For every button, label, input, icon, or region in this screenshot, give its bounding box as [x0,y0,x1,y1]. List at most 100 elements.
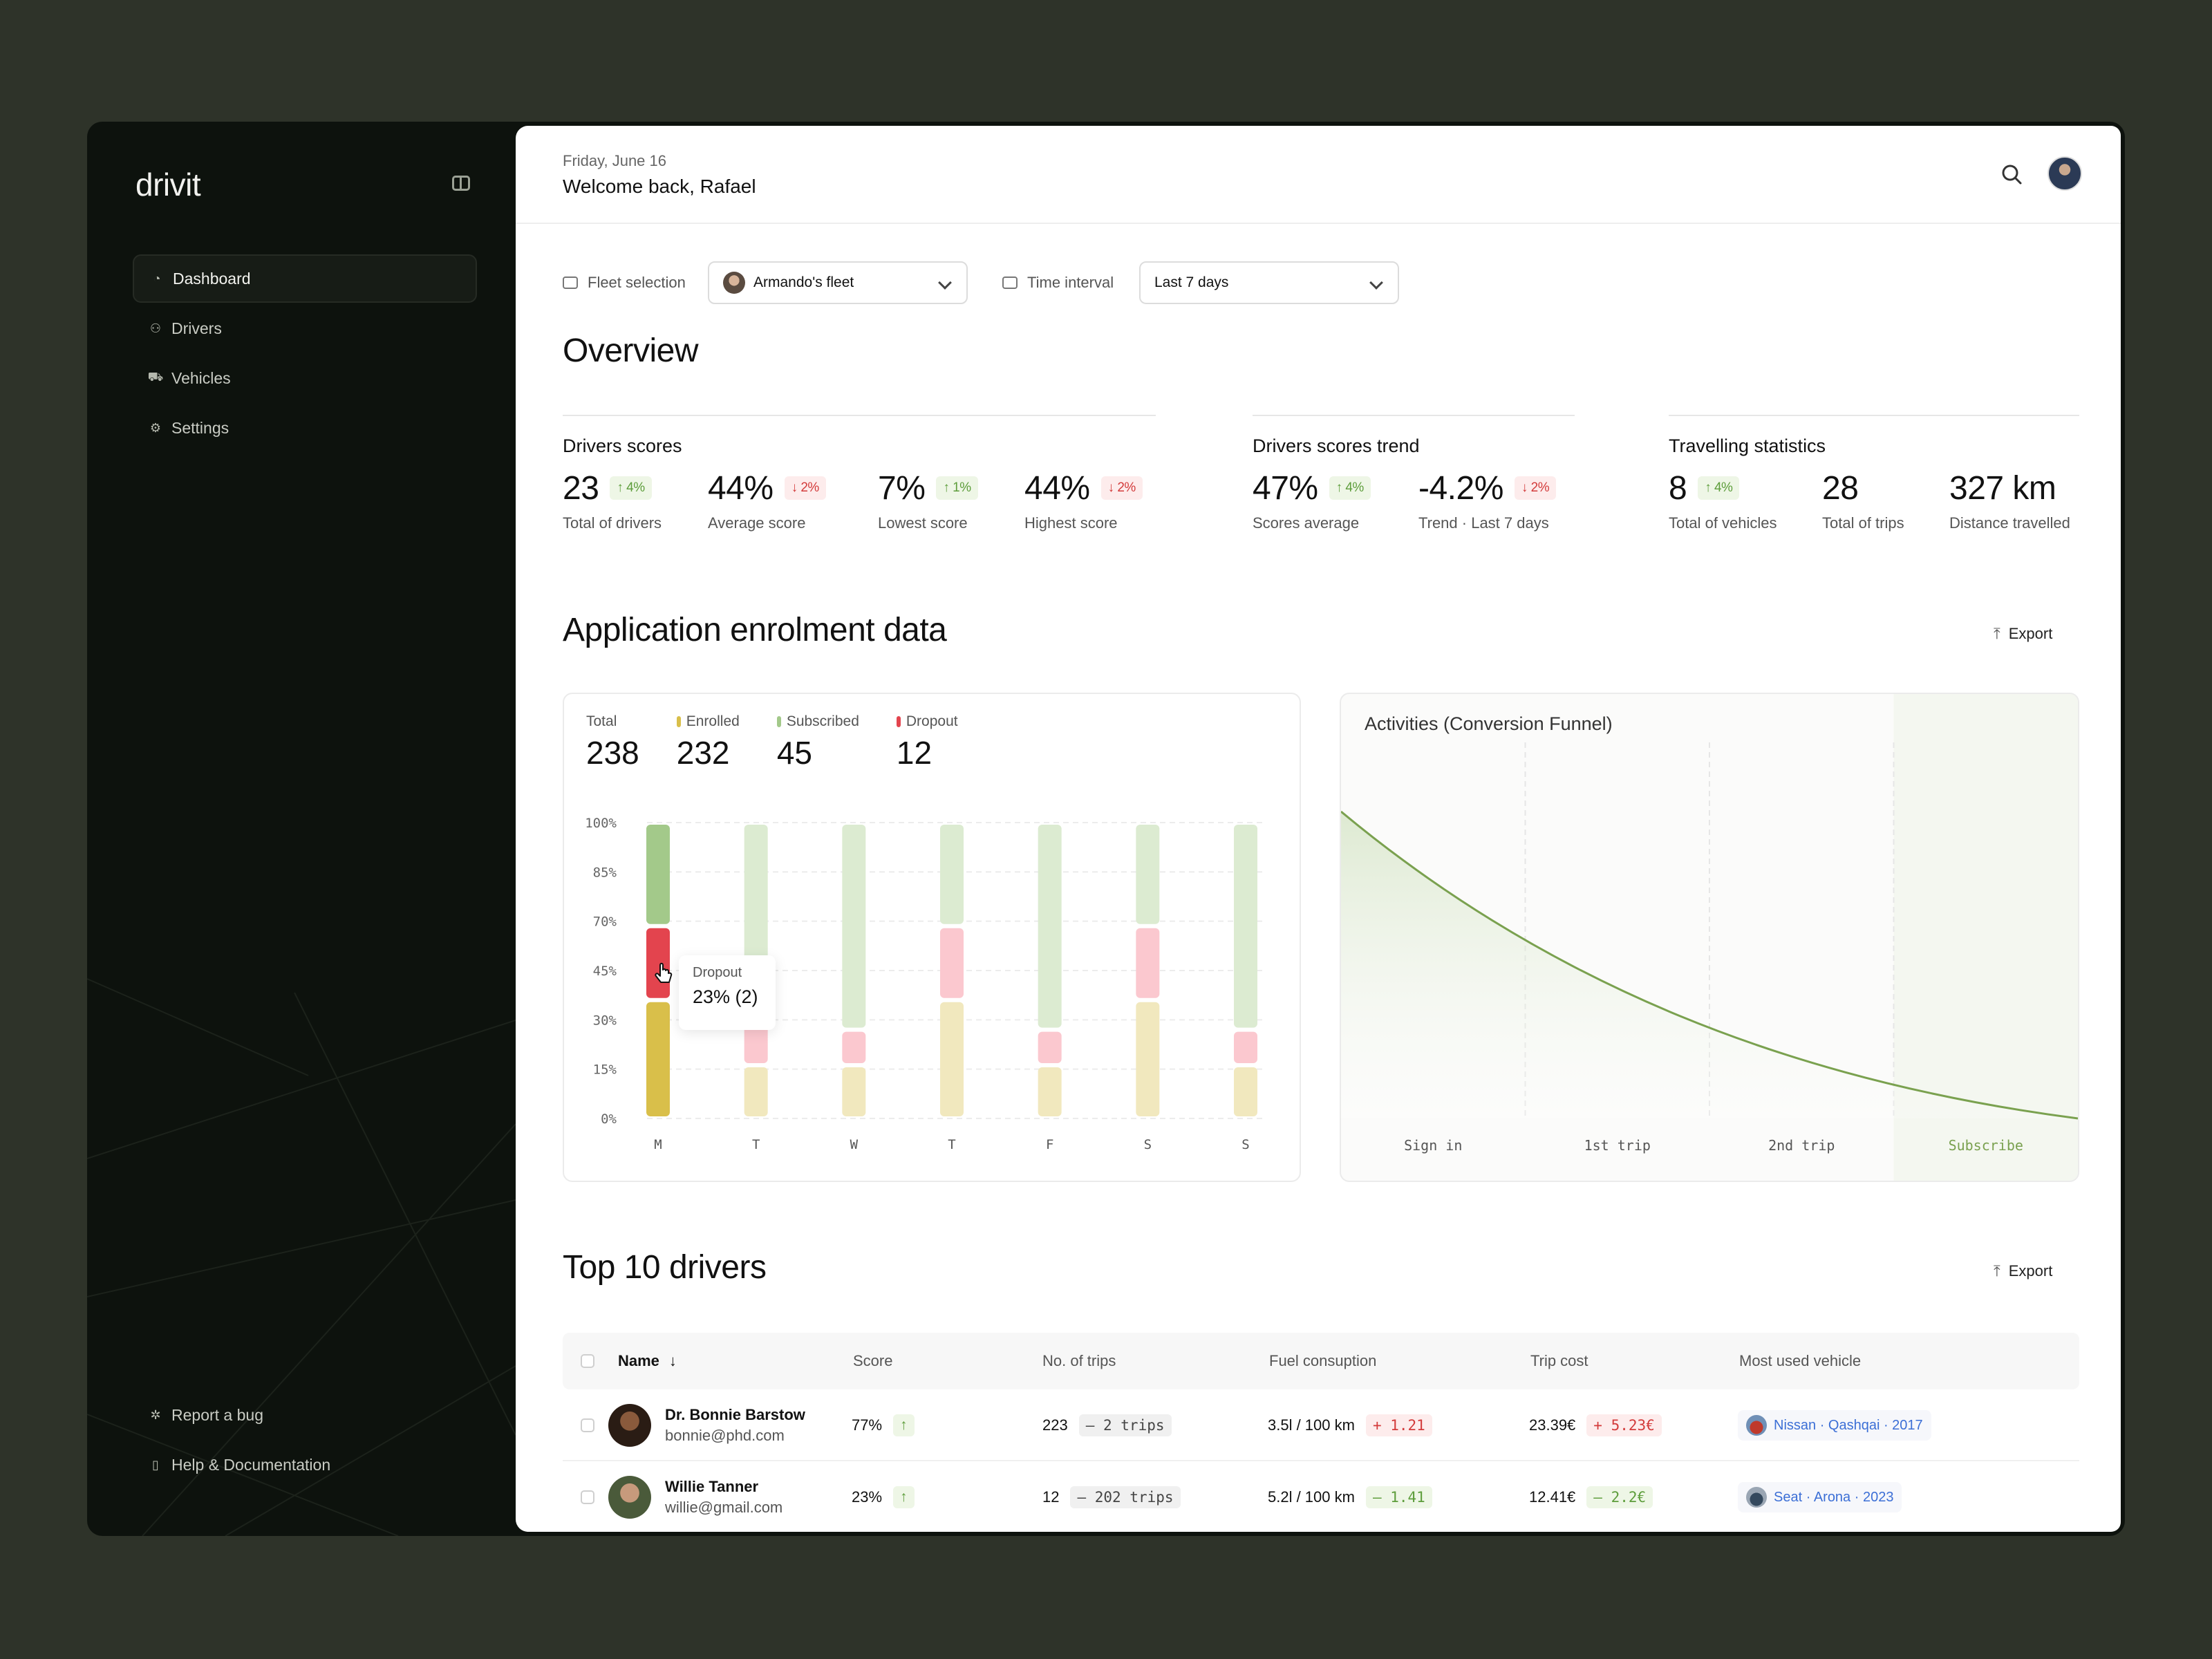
enrolment-export-button[interactable]: ⤒ Export [1994,625,2052,643]
column-header-trips[interactable]: No. of trips [1042,1352,1116,1369]
x-tick-label: S [1241,1137,1249,1152]
top-drivers-title: Top 10 drivers [563,1249,767,1286]
fleet-selection-text: Fleet selection [588,274,686,291]
stat-label: Average score [708,514,806,532]
y-tick-label: 15% [593,1062,617,1078]
drivers-table: Name ↓ Score No. of trips Fuel consuptio… [563,1333,2079,1532]
sidebar-nav: ◔ Dashboard ⚇ Drivers ⛟ Vehicles ⚙ Setti… [133,254,477,453]
select-all-checkbox[interactable] [581,1354,594,1368]
delta-value: 2% [1530,480,1550,495]
bar-segment-enrolled[interactable] [842,1067,866,1116]
welcome-message: Welcome back, Rafael [563,176,756,197]
chevron-down-icon [938,276,952,290]
row-checkbox[interactable] [581,1490,594,1504]
arrow-up-icon: ↑ [893,1414,915,1436]
sidebar-item-drivers[interactable]: ⚇ Drivers [133,304,477,353]
total-label: Subscribed [786,713,859,729]
sidebar-item-label: Dashboard [173,269,251,288]
column-header-cost[interactable]: Trip cost [1530,1352,1588,1369]
fuel-delta: + 1.21 [1365,1414,1432,1436]
sidebar-item-label: Report a bug [171,1405,263,1424]
top-drivers-export-button[interactable]: ⤒ Export [1994,1262,2052,1280]
stat-average-score: 44% ↓ 2% Average score [708,467,826,532]
row-checkbox[interactable] [581,1418,594,1432]
bar-segment-dropout[interactable] [1234,1031,1257,1063]
x-tick-label: M [654,1137,662,1152]
car-icon [1746,1487,1767,1508]
stat-trend: -4.2% ↓ 2% Trend · Last 7 days [1418,467,1557,532]
bar-segment-enrolled[interactable] [646,1002,670,1116]
fleet-select[interactable]: Armando's fleet [708,261,968,304]
stat-value: -4.2% [1418,469,1503,507]
sidebar-item-vehicles[interactable]: ⛟ Vehicles [133,354,477,402]
x-tick-label: T [948,1137,955,1152]
bar-segment-enrolled[interactable] [1136,1002,1160,1116]
bar-segment-dropout[interactable] [940,928,964,998]
total-subscribed: Subscribed 45 [776,713,859,771]
car-icon: ⛟ [147,370,164,384]
bar-segment-subscribed[interactable] [1234,825,1257,1028]
sidebar-item-dashboard[interactable]: ◔ Dashboard [133,254,477,303]
car-icon [1746,1415,1767,1436]
drivers-scores-title: Drivers scores [563,435,682,456]
bar-segment-subscribed[interactable] [1038,825,1062,1028]
bar-segment-enrolled[interactable] [744,1067,768,1116]
x-tick-label: 2nd trip [1768,1137,1835,1154]
total-label: Total [586,713,617,729]
stat-total-vehicles: 8 ↑ 4% Total of vehicles [1669,467,1777,532]
upload-icon: ⤒ [1994,1262,2000,1280]
total-dropout: Dropout 12 [896,713,958,771]
column-header-fuel[interactable]: Fuel consuption [1269,1352,1377,1369]
time-interval-select[interactable]: Last 7 days [1139,261,1399,304]
bar-segment-subscribed[interactable] [744,825,768,960]
driver-email: bonnie@phd.com [665,1427,785,1444]
sidebar-item-settings[interactable]: ⚙ Settings [133,404,477,452]
column-header-vehicle[interactable]: Most used vehicle [1739,1352,1862,1369]
y-tick-label: 0% [601,1112,617,1127]
current-date: Friday, June 16 [563,152,667,169]
bar-segment-enrolled[interactable] [1038,1067,1062,1116]
trips-delta: – 202 trips [1070,1486,1181,1508]
funnel-title: Activities (Conversion Funnel) [1365,713,1613,734]
delta-value: 4% [1345,480,1364,495]
x-tick-label: S [1144,1137,1152,1152]
x-tick-label: 1st trip [1584,1137,1651,1154]
total-value: 232 [676,735,730,771]
sidebar-toggle-icon[interactable] [452,176,470,191]
search-icon[interactable] [2000,163,2023,185]
table-row[interactable]: Dr. Bonnie Barstow bonnie@phd.com 77% ↑ … [563,1389,2079,1461]
delta-badge-up: ↑ 4% [1698,476,1740,500]
delta-badge-down: ↓ 2% [784,476,826,500]
bar-segment-enrolled[interactable] [940,1002,964,1116]
delta-value: 4% [626,480,645,495]
column-label: Name [618,1352,659,1369]
funnel-chart-card: Sign in 1st trip 2nd trip Subscribe Activit… [1340,693,2079,1182]
sidebar-item-help[interactable]: ▯ Help & Documentation [133,1441,477,1489]
bar-segment-subscribed[interactable] [940,825,964,924]
table-row[interactable]: Willie Tanner willie@gmail.com 23% ↑ 12 … [563,1461,2079,1532]
vehicle-label: Seat · Arona · 2023 [1774,1489,1894,1505]
bar-segment-subscribed[interactable] [646,825,670,924]
stat-total-drivers: 23 ↑ 4% Total of drivers [563,467,662,532]
sidebar-item-label: Drivers [171,319,222,337]
y-tick-label: 30% [593,1013,617,1028]
bar-segment-enrolled[interactable] [1234,1067,1257,1116]
bar-segment-subscribed[interactable] [842,825,866,1028]
score-value: 77% [852,1416,883,1434]
bar-segment-dropout[interactable] [1136,928,1160,998]
user-avatar[interactable] [2047,156,2082,191]
bar-segment-dropout[interactable] [842,1031,866,1063]
column-header-score[interactable]: Score [853,1352,893,1369]
stat-label: Total of trips [1822,514,1904,532]
vehicle-chip[interactable]: Nissan · Qashqai · 2017 [1738,1410,1931,1441]
stat-value: 8 [1669,469,1687,507]
sidebar-item-report-bug[interactable]: ✲ Report a bug [133,1391,477,1439]
bar-segment-dropout[interactable] [1038,1031,1062,1063]
chart-tooltip: Dropout 23% (2) [679,955,776,1030]
column-header-name[interactable]: Name ↓ [618,1333,677,1389]
bar-segment-subscribed[interactable] [1136,825,1160,924]
stat-scores-average: 47% ↑ 4% Scores average [1253,467,1371,532]
vehicle-chip[interactable]: Seat · Arona · 2023 [1738,1482,1902,1512]
enrolment-chart-card: Total 238 Enrolled 232 Subscribed 45 Dro… [563,693,1301,1182]
chevron-down-icon [1369,276,1383,290]
